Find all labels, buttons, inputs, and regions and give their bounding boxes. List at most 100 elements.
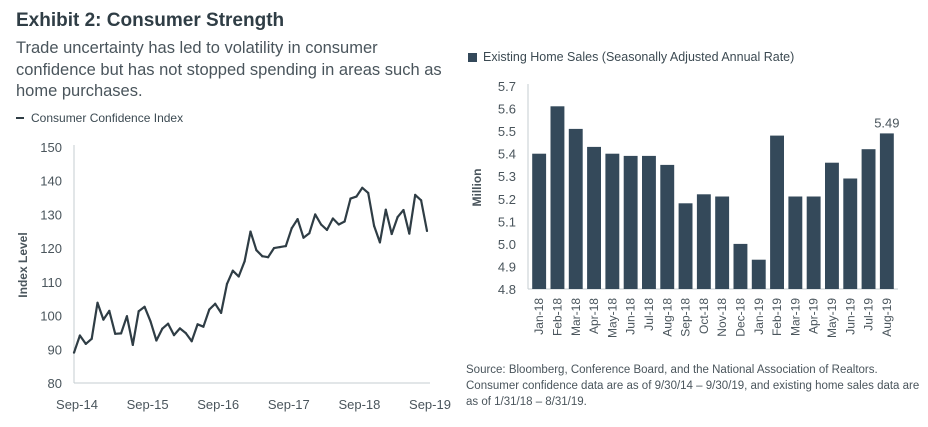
x-tick-label: Aug-19 — [880, 298, 894, 337]
x-tick-label: Mar-19 — [788, 298, 802, 336]
data-point — [337, 223, 340, 226]
source-note: Source: Bloomberg, Conference Board, and… — [466, 364, 920, 408]
data-point — [308, 232, 311, 235]
data-point — [384, 208, 387, 211]
y-tick-label: 4.9 — [498, 259, 516, 274]
data-point — [425, 229, 429, 233]
y-tick-label: 100 — [40, 309, 62, 324]
bar — [770, 135, 784, 289]
data-point — [420, 199, 423, 202]
data-point — [390, 232, 393, 236]
x-tick-label: Apr-19 — [807, 298, 821, 334]
x-tick-label: Dec-18 — [734, 298, 748, 337]
data-point — [202, 325, 205, 328]
data-point — [119, 332, 123, 335]
data-point — [267, 256, 270, 259]
data-point — [214, 302, 217, 305]
data-point — [131, 343, 134, 347]
data-point — [349, 197, 352, 200]
x-tick-label: May-19 — [825, 298, 839, 338]
data-point — [125, 315, 129, 318]
x-tick-label: Nov-18 — [715, 298, 729, 337]
y-axis-title: Index Level — [16, 232, 30, 297]
bar — [879, 133, 894, 289]
y-tick-label: 90 — [48, 342, 62, 357]
data-point — [114, 332, 117, 335]
data-point — [178, 327, 181, 330]
bar — [733, 243, 748, 289]
y-tick-label: 5.2 — [498, 192, 516, 207]
data-point — [108, 309, 111, 312]
x-tick-label: Jul-18 — [642, 298, 656, 331]
x-tick-label: Jun-18 — [624, 298, 638, 335]
data-point — [102, 318, 105, 321]
y-tick-label: 5.7 — [498, 79, 516, 94]
data-point — [84, 342, 87, 345]
bar — [825, 162, 839, 289]
x-tick-label: Jan-19 — [752, 298, 766, 335]
y-tick-label: 80 — [48, 376, 62, 391]
bar — [696, 194, 711, 289]
data-point — [161, 327, 164, 330]
x-tick-label: Sep-19 — [409, 397, 451, 412]
y-tick-label: 5.3 — [498, 169, 516, 184]
line-legend-label: Consumer Confidence Index — [31, 111, 184, 125]
bar-legend-swatch — [468, 52, 477, 62]
data-point — [314, 213, 317, 216]
data-point — [155, 339, 158, 342]
data-point — [343, 220, 346, 223]
bar — [788, 196, 803, 289]
bar — [751, 259, 766, 289]
data-point — [137, 310, 140, 313]
data-point — [255, 249, 258, 252]
y-tick-label: 110 — [41, 275, 62, 290]
x-tick-label: Sep-18 — [679, 298, 693, 337]
bar — [568, 128, 583, 289]
y-tick-label: 130 — [40, 207, 62, 222]
exhibit-title: Exhibit 2: Consumer Strength — [16, 10, 285, 31]
bar — [660, 164, 675, 289]
y-tick-label: 5.4 — [498, 147, 516, 162]
x-tick-label: Sep-16 — [197, 397, 239, 412]
x-tick-label: Sep-14 — [56, 397, 98, 412]
data-point — [396, 216, 399, 219]
consumer-confidence-line — [72, 186, 429, 354]
data-point — [367, 191, 370, 194]
bar — [623, 155, 638, 289]
data-point — [414, 193, 417, 196]
data-point — [167, 322, 170, 325]
y-tick-label: 5.6 — [498, 102, 516, 117]
bar — [806, 196, 821, 289]
bar — [642, 155, 656, 289]
y-tick-label: 5.1 — [498, 214, 516, 229]
data-point — [249, 230, 252, 233]
data-point — [302, 236, 305, 239]
y-tick-label: 5.5 — [498, 124, 516, 139]
data-point — [96, 301, 99, 304]
x-tick-label: Sep-17 — [268, 397, 310, 412]
y-tick-label: 150 — [40, 140, 62, 155]
data-point — [231, 269, 234, 272]
data-point — [372, 224, 376, 227]
bar-chart-legend: Existing Home Sales (Seasonally Adjusted… — [468, 50, 794, 64]
data-point — [320, 223, 323, 226]
data-point — [272, 247, 276, 250]
data-point — [172, 334, 176, 337]
data-point — [190, 340, 193, 343]
data-point — [90, 337, 93, 340]
data-point — [296, 218, 299, 221]
bar — [715, 196, 730, 289]
line-chart-legend: Consumer Confidence Index — [16, 111, 183, 125]
x-tick-label: Sep-18 — [338, 397, 380, 412]
data-point — [225, 282, 229, 285]
bar-legend-label: Existing Home Sales (Seasonally Adjusted… — [483, 50, 795, 64]
exhibit-subtitle: Trade uncertainty has led to volatility … — [16, 39, 442, 100]
data-point — [408, 232, 411, 235]
line-legend-swatch — [16, 117, 24, 119]
bar — [550, 106, 565, 289]
x-tick-label: Sep-15 — [127, 397, 169, 412]
x-tick-label: Feb-18 — [551, 298, 565, 336]
data-point — [402, 208, 405, 212]
x-tick-label: Apr-18 — [587, 298, 601, 334]
